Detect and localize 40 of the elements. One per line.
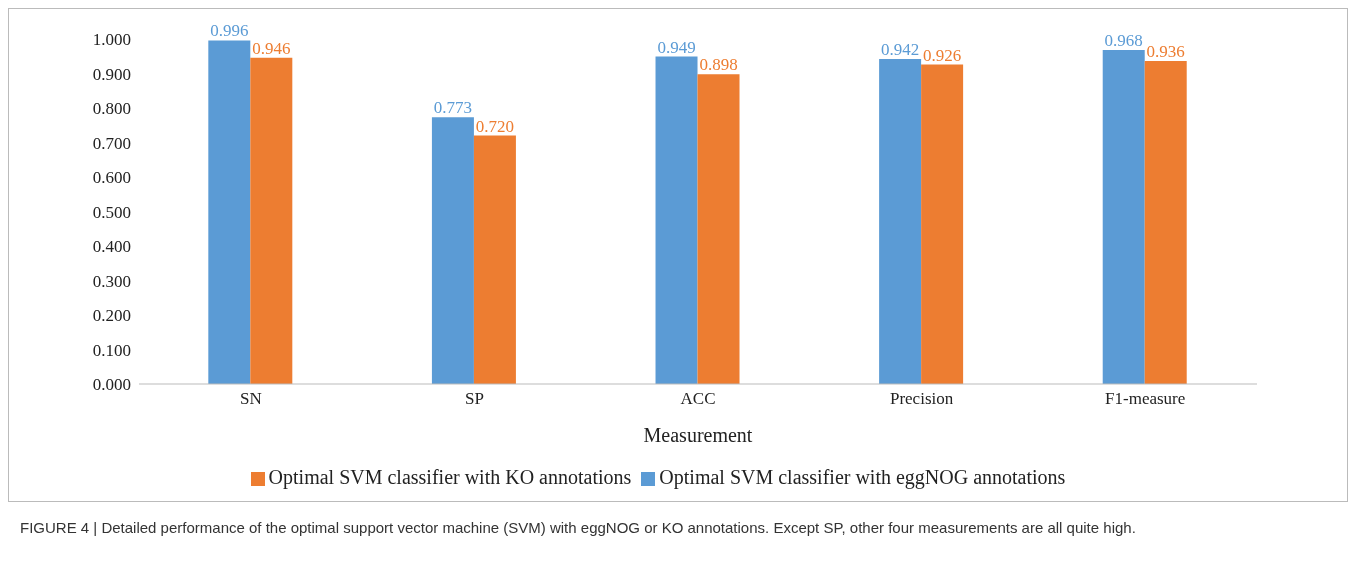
bar <box>697 74 740 384</box>
data-label: 0.936 <box>1146 42 1185 62</box>
y-tick-label: 0.400 <box>92 237 131 257</box>
bar <box>250 57 293 384</box>
bar <box>655 56 698 384</box>
bar <box>431 117 474 384</box>
y-tick-label: 0.000 <box>92 375 131 395</box>
y-tick-label: 0.900 <box>92 64 131 84</box>
bar <box>208 40 251 384</box>
x-tick-label: F1-measure <box>1105 389 1186 409</box>
bar <box>473 135 516 384</box>
data-label: 0.926 <box>922 45 962 65</box>
data-label: 0.942 <box>880 40 920 60</box>
y-tick-label: 0.100 <box>92 340 131 360</box>
legend-label: Optimal SVM classifier with KO annotations <box>268 466 632 488</box>
x-tick-label: SN <box>239 389 262 409</box>
x-tick-label: ACC <box>680 389 716 409</box>
legend-label: Optimal SVM classifier with eggNOG annotations <box>659 466 1066 488</box>
bar <box>1102 50 1145 384</box>
x-tick-label: Precision <box>889 389 954 409</box>
bar <box>1144 61 1187 384</box>
caption: FIGURE 4 | Detailed performance of the optimal support vector machine (SVM) with eggNOG or KO annotations. Except SP, other four measurements are all quite high. <box>19 518 1137 538</box>
bar <box>921 64 964 384</box>
y-tick-label: 0.500 <box>92 202 131 222</box>
y-tick-label: 0.600 <box>92 168 131 188</box>
x-axis-title: Measurement <box>643 424 753 446</box>
y-tick-label: 1.000 <box>92 30 131 50</box>
y-tick-label: 0.200 <box>92 306 131 326</box>
x-tick-label: SP <box>464 389 484 409</box>
data-label: 0.946 <box>252 38 291 58</box>
data-label: 0.720 <box>475 116 515 136</box>
y-tick-label: 0.800 <box>92 99 131 119</box>
data-label: 0.968 <box>1104 31 1143 51</box>
data-label: 0.949 <box>657 37 696 57</box>
bar <box>879 59 922 384</box>
data-label: 0.773 <box>433 98 473 118</box>
y-tick-label: 0.700 <box>92 133 131 153</box>
data-label: 0.996 <box>210 21 249 41</box>
y-tick-label: 0.300 <box>92 271 131 291</box>
data-label: 0.898 <box>699 55 738 75</box>
